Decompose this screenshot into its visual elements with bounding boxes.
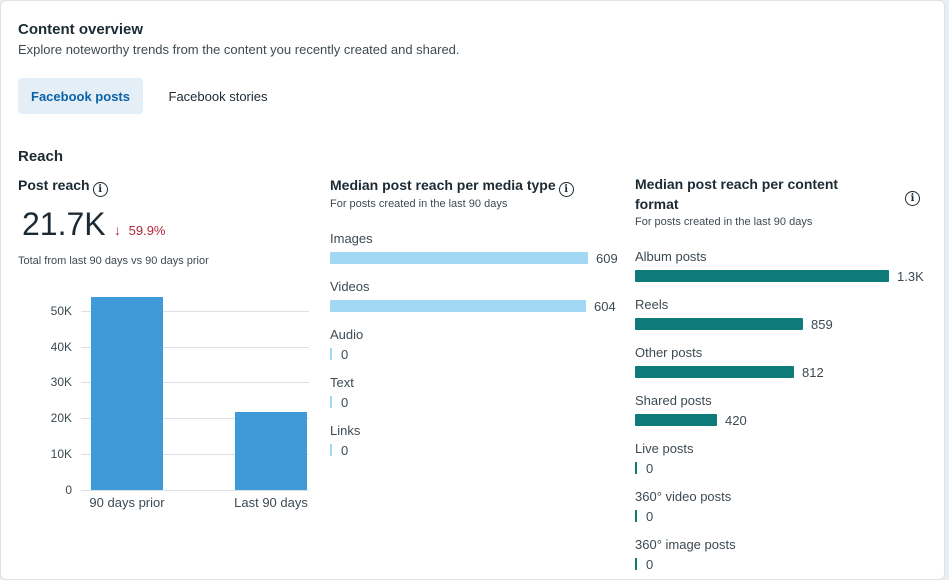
- page-subtitle: Explore noteworthy trends from the conte…: [18, 42, 460, 57]
- page-edge: [945, 0, 949, 580]
- media-type-bar[interactable]: [330, 444, 332, 456]
- grid-line: [81, 347, 309, 348]
- content-format-label: Shared posts: [635, 393, 712, 408]
- media-type-label: Images: [330, 231, 373, 246]
- y-tick-label: 0: [65, 483, 72, 497]
- info-icon[interactable]: i: [92, 182, 108, 197]
- info-icon[interactable]: i: [905, 191, 920, 206]
- media-type-bar[interactable]: [330, 252, 588, 264]
- content-format-bar[interactable]: [635, 318, 803, 330]
- grid-line: [81, 454, 309, 455]
- content-format-title-line1: Median post reach per content: [635, 176, 839, 192]
- content-format-value: 812: [802, 365, 824, 380]
- media-type-title: Median post reach per media type: [330, 177, 556, 193]
- media-type-value: 609: [596, 251, 618, 266]
- content-format-info: i: [905, 186, 920, 206]
- y-tick-label: 10K: [50, 447, 72, 461]
- section-title-reach: Reach: [18, 148, 64, 165]
- media-type-value: 0: [341, 395, 349, 410]
- bar-last-90-days[interactable]: [235, 412, 307, 490]
- media-type-bar[interactable]: [330, 300, 586, 312]
- content-format-label: 360° image posts: [635, 537, 736, 552]
- arrow-down-icon: ↓: [114, 222, 121, 238]
- content-format-value: 859: [811, 317, 833, 332]
- post-reach-change: ↓ 59.9%: [114, 222, 166, 238]
- media-type-heading: Median post reach per media type i: [330, 177, 574, 197]
- y-tick-label: 20K: [50, 411, 72, 425]
- content-format-bar[interactable]: [635, 462, 637, 474]
- media-type-value: 604: [594, 299, 616, 314]
- content-format-value: 0: [646, 509, 654, 524]
- page-title: Content overview: [18, 21, 144, 38]
- grid-line: [81, 418, 309, 419]
- media-type-label: Links: [330, 423, 361, 438]
- grid-line: [81, 382, 309, 383]
- post-reach-label: Post reach: [18, 177, 90, 193]
- post-reach-heading: Post reach i: [18, 177, 108, 197]
- content-format-subtitle: For posts created in the last 90 days: [635, 216, 813, 228]
- media-type-label: Text: [330, 375, 354, 390]
- content-format-bar[interactable]: [635, 366, 794, 378]
- content-format-bar[interactable]: [635, 510, 637, 522]
- content-format-bar[interactable]: [635, 270, 889, 282]
- y-tick-label: 40K: [50, 340, 72, 354]
- post-reach-change-value: 59.9%: [128, 223, 166, 238]
- media-type-subtitle: For posts created in the last 90 days: [330, 198, 508, 210]
- content-format-bar[interactable]: [635, 558, 637, 570]
- bar-90-days-prior[interactable]: [91, 296, 163, 490]
- content-format-label: Other posts: [635, 345, 703, 360]
- content-format-label: Reels: [635, 297, 669, 312]
- content-format-title-line2: format: [635, 196, 679, 212]
- y-tick-label: 50K: [50, 304, 72, 318]
- content-format-value: 0: [646, 557, 654, 572]
- content-format-label: 360° video posts: [635, 489, 732, 504]
- x-tick-label: Last 90 days: [234, 495, 308, 510]
- y-tick-label: 30K: [50, 375, 72, 389]
- content-format-value: 420: [725, 413, 747, 428]
- media-type-bar[interactable]: [330, 396, 332, 408]
- x-tick-label: 90 days prior: [89, 495, 165, 510]
- content-format-value: 0: [646, 461, 654, 476]
- tab-facebook-posts[interactable]: Facebook posts: [18, 78, 143, 114]
- content-format-label: Album posts: [635, 249, 707, 264]
- content-format-value: 1.3K: [897, 269, 924, 284]
- media-type-value: 0: [341, 347, 349, 362]
- content-format-bar[interactable]: [635, 414, 717, 426]
- tab-facebook-stories[interactable]: Facebook stories: [168, 88, 268, 104]
- media-type-value: 0: [341, 443, 349, 458]
- post-reach-caption: Total from last 90 days vs 90 days prior: [18, 255, 209, 267]
- content-format-label: Live posts: [635, 441, 694, 456]
- grid-line: [81, 311, 309, 312]
- media-type-bar[interactable]: [330, 348, 332, 360]
- info-icon[interactable]: i: [558, 182, 574, 197]
- media-type-label: Audio: [330, 327, 364, 342]
- media-type-label: Videos: [330, 279, 370, 294]
- grid-line: [81, 490, 309, 491]
- post-reach-value: 21.7K: [22, 206, 106, 242]
